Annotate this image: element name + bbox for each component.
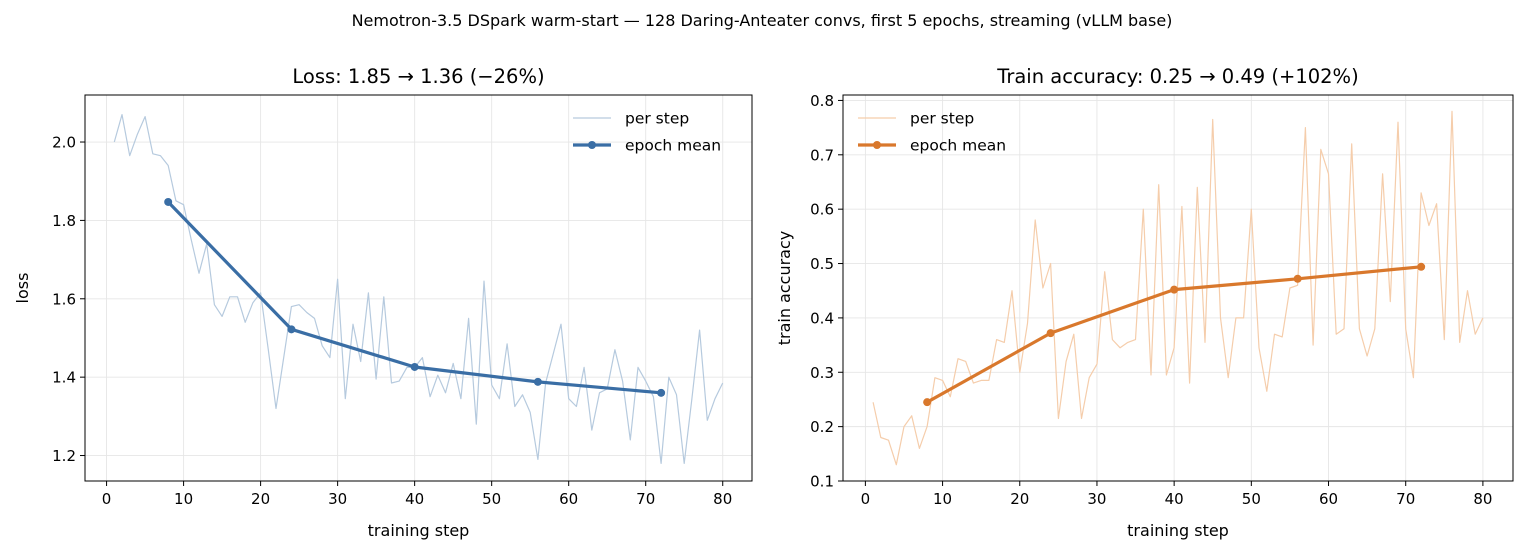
loss-y-tick-label: 1.4 (52, 369, 76, 387)
accuracy-epoch-mean-point (1417, 262, 1426, 271)
accuracy-chart: 0 10 20 30 40 50 60 70 80 0.1 0.2 0.3 0.4 0.5 0.6 0.7 0.… (775, 65, 1514, 540)
accuracy-epoch-mean-point (1293, 274, 1302, 283)
loss-y-tick-label: 1.8 (52, 212, 76, 230)
accuracy-y-tick-label: 0.8 (810, 92, 834, 110)
loss-epoch-mean-point (657, 388, 666, 397)
loss-x-tick-label: 10 (174, 490, 193, 508)
accuracy-y-tick-label: 0.6 (810, 201, 834, 219)
loss-y-tick-label: 2.0 (52, 134, 76, 152)
loss-x-axis-label: training step (368, 521, 470, 540)
accuracy-y-tick-label: 0.1 (810, 473, 834, 491)
loss-x-tick-label: 60 (559, 490, 578, 508)
loss-epoch-mean-point (164, 197, 173, 206)
accuracy-y-tick-label: 0.2 (810, 418, 834, 436)
accuracy-x-tick-label: 80 (1473, 490, 1492, 508)
loss-x-tick-label: 20 (251, 490, 270, 508)
loss-x-tick-label: 70 (636, 490, 655, 508)
loss-y-tick-label: 1.6 (52, 290, 76, 308)
loss-y-tick-label: 1.2 (52, 447, 76, 465)
loss-legend-epoch-mean-marker (588, 141, 596, 149)
accuracy-y-tick-label: 0.4 (810, 309, 834, 327)
accuracy-legend-epoch-mean-label: epoch mean (910, 137, 1006, 155)
accuracy-y-tick-label: 0.5 (810, 255, 834, 273)
accuracy-x-tick-label: 60 (1319, 490, 1338, 508)
loss-x-tick-label: 50 (482, 490, 501, 508)
accuracy-legend-per-step-label: per step (910, 110, 974, 128)
accuracy-series-per-step (872, 110, 1484, 466)
loss-y-axis-label: loss (13, 273, 32, 304)
accuracy-epoch-mean-point (1170, 285, 1179, 294)
figure-title: Nemotron-3.5 DSpark warm-start — 128 Dar… (351, 11, 1173, 30)
loss-x-tick-label: 40 (405, 490, 424, 508)
accuracy-x-tick-label: 0 (861, 490, 871, 508)
loss-series-per-step (113, 113, 724, 464)
loss-legend-per-step-label: per step (625, 110, 689, 128)
accuracy-x-tick-label: 10 (933, 490, 952, 508)
loss-legend-epoch-mean-label: epoch mean (625, 137, 721, 155)
accuracy-x-axis-label: training step (1127, 521, 1229, 540)
accuracy-y-tick-label: 0.3 (810, 364, 834, 382)
loss-epoch-mean-point (410, 362, 419, 371)
loss-x-tick-label: 30 (328, 490, 347, 508)
loss-x-tick-label: 80 (713, 490, 732, 508)
loss-axes-frame (84, 94, 753, 482)
accuracy-x-tick-label: 40 (1165, 490, 1184, 508)
accuracy-x-tick-label: 20 (1010, 490, 1029, 508)
accuracy-y-axis-label: train accuracy (775, 231, 794, 346)
accuracy-chart-title: Train accuracy: 0.25 → 0.49 (+102%) (996, 65, 1358, 88)
loss-chart-title: Loss: 1.85 → 1.36 (−26%) (292, 65, 544, 88)
accuracy-epoch-mean-point (1046, 329, 1055, 338)
loss-chart: 0 10 20 30 40 50 60 70 80 1.2 1.4 1.6 1.8 2.0 Loss: 1.… (13, 65, 753, 540)
loss-epoch-mean-point (533, 377, 542, 386)
accuracy-x-tick-label: 50 (1242, 490, 1261, 508)
accuracy-x-tick-label: 70 (1396, 490, 1415, 508)
loss-epoch-mean-point (287, 325, 296, 334)
accuracy-x-tick-label: 30 (1087, 490, 1106, 508)
loss-x-tick-label: 0 (102, 490, 112, 508)
accuracy-epoch-mean-point (923, 398, 932, 407)
accuracy-axes-frame (842, 94, 1514, 482)
accuracy-y-tick-label: 0.7 (810, 146, 834, 164)
accuracy-legend-epoch-mean-marker (873, 141, 881, 149)
